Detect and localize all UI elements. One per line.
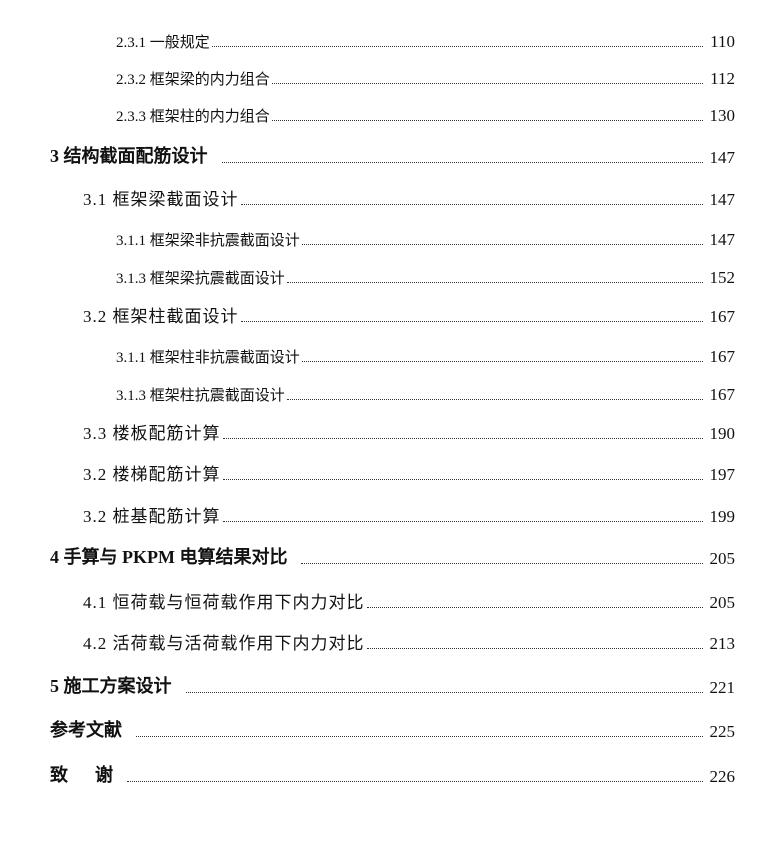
toc-entry-title: 3.2 框架柱截面设计 [83, 307, 239, 326]
toc-entry-title: 3.3 楼板配筋计算 [83, 424, 221, 443]
toc-entry-page-number: 110 [710, 32, 735, 51]
dot-leader [301, 563, 703, 564]
toc-entry-page-number: 199 [709, 507, 736, 526]
toc-entry-title: 3.1 框架梁截面设计 [83, 190, 239, 209]
toc-entry-title: 致 谢 [50, 765, 113, 785]
toc-entry-page-number: 205 [709, 593, 736, 612]
toc-entry-page-number: 190 [709, 424, 736, 443]
toc-entry-page-number: 147 [709, 230, 736, 249]
toc-entry-page-number: 130 [709, 106, 736, 125]
dot-leader [271, 120, 703, 121]
toc-entry-page-number: 205 [709, 549, 736, 568]
dot-leader [136, 736, 703, 737]
toc-entry[interactable]: 4 手算与 PKPM 电算结果对比 205 [50, 545, 735, 569]
toc-entry[interactable]: 3.1.3 框架梁抗震截面设计 152 [116, 264, 735, 288]
toc-entry-title: 3 结构截面配筋设计 [50, 146, 208, 166]
dot-leader [222, 438, 703, 439]
toc-entry[interactable]: 3.2 楼梯配筋计算 197 [83, 461, 735, 485]
toc-entry[interactable]: 3.2 桩基配筋计算 199 [83, 503, 735, 527]
toc-entry[interactable]: 参考文献 225 [50, 718, 735, 742]
dot-leader [286, 399, 703, 400]
toc-entry-page-number: 147 [709, 190, 736, 209]
dot-leader [240, 204, 703, 205]
toc-entry-page-number: 152 [709, 268, 736, 287]
toc-entry-title: 2.3.3 框架柱的内力组合 [116, 109, 270, 125]
dot-leader [222, 521, 703, 522]
toc-entry-page-number: 112 [710, 69, 735, 88]
dot-leader [127, 781, 703, 782]
toc-entry[interactable]: 3 结构截面配筋设计 147 [50, 144, 735, 168]
toc-entry-title: 3.1.1 框架柱非抗震截面设计 [116, 350, 300, 366]
toc-entry-title: 2.3.2 框架梁的内力组合 [116, 72, 270, 88]
toc-entry[interactable]: 3.3 楼板配筋计算 190 [83, 420, 735, 444]
toc-entry[interactable]: 4.1 恒荷载与恒荷载作用下内力对比 205 [83, 589, 735, 613]
toc-entry[interactable]: 2.3.2 框架梁的内力组合 112 [116, 65, 735, 89]
toc-entry-page-number: 197 [709, 465, 736, 484]
toc-entry-page-number: 147 [709, 148, 736, 167]
dot-leader [301, 361, 703, 362]
toc-entry[interactable]: 2.3.3 框架柱的内力组合 130 [116, 102, 735, 126]
dot-leader [211, 46, 703, 47]
dot-leader [366, 648, 703, 649]
toc-entry-page-number: 167 [709, 385, 736, 404]
toc-entry[interactable]: 3.1.3 框架柱抗震截面设计 167 [116, 381, 735, 405]
toc-entry-page-number: 225 [709, 722, 736, 741]
toc-entry-page-number: 226 [709, 767, 736, 786]
toc-entry[interactable]: 5 施工方案设计 221 [50, 674, 735, 698]
toc-entry-title: 5 施工方案设计 [50, 676, 172, 696]
toc-entry-page-number: 213 [709, 634, 736, 653]
toc-entry[interactable]: 3.2 框架柱截面设计 167 [83, 303, 735, 327]
dot-leader [301, 244, 703, 245]
toc-entry[interactable]: 3.1.1 框架柱非抗震截面设计 167 [116, 343, 735, 367]
toc-entry-title: 4 手算与 PKPM 电算结果对比 [50, 547, 288, 567]
toc-entry-title: 2.3.1 一般规定 [116, 35, 210, 51]
toc-entry[interactable]: 致 谢 226 [50, 763, 735, 787]
toc-entry-title: 参考文献 [50, 720, 122, 740]
dot-leader [185, 692, 703, 693]
toc-entry-page-number: 221 [709, 678, 736, 697]
dot-leader [222, 479, 703, 480]
toc-entry-title: 4.2 活荷载与活荷载作用下内力对比 [83, 634, 365, 653]
toc-entry[interactable]: 4.2 活荷载与活荷载作用下内力对比 213 [83, 630, 735, 654]
toc-entry[interactable]: 2.3.1 一般规定 110 [116, 28, 735, 52]
toc-entry-page-number: 167 [709, 347, 736, 366]
toc-entry-title: 4.1 恒荷载与恒荷载作用下内力对比 [83, 593, 365, 612]
dot-leader [271, 83, 703, 84]
toc-entry-title: 3.2 桩基配筋计算 [83, 507, 221, 526]
toc-entry-title: 3.1.1 框架梁非抗震截面设计 [116, 233, 300, 249]
toc-entry-title: 3.2 楼梯配筋计算 [83, 465, 221, 484]
toc-entry-title: 3.1.3 框架柱抗震截面设计 [116, 388, 285, 404]
toc-entry[interactable]: 3.1 框架梁截面设计 147 [83, 186, 735, 210]
dot-leader [221, 162, 703, 163]
dot-leader [240, 321, 703, 322]
dot-leader [366, 607, 703, 608]
toc-entry-title: 3.1.3 框架梁抗震截面设计 [116, 271, 285, 287]
dot-leader [286, 282, 703, 283]
toc-entry[interactable]: 3.1.1 框架梁非抗震截面设计 147 [116, 226, 735, 250]
toc-entry-page-number: 167 [709, 307, 736, 326]
